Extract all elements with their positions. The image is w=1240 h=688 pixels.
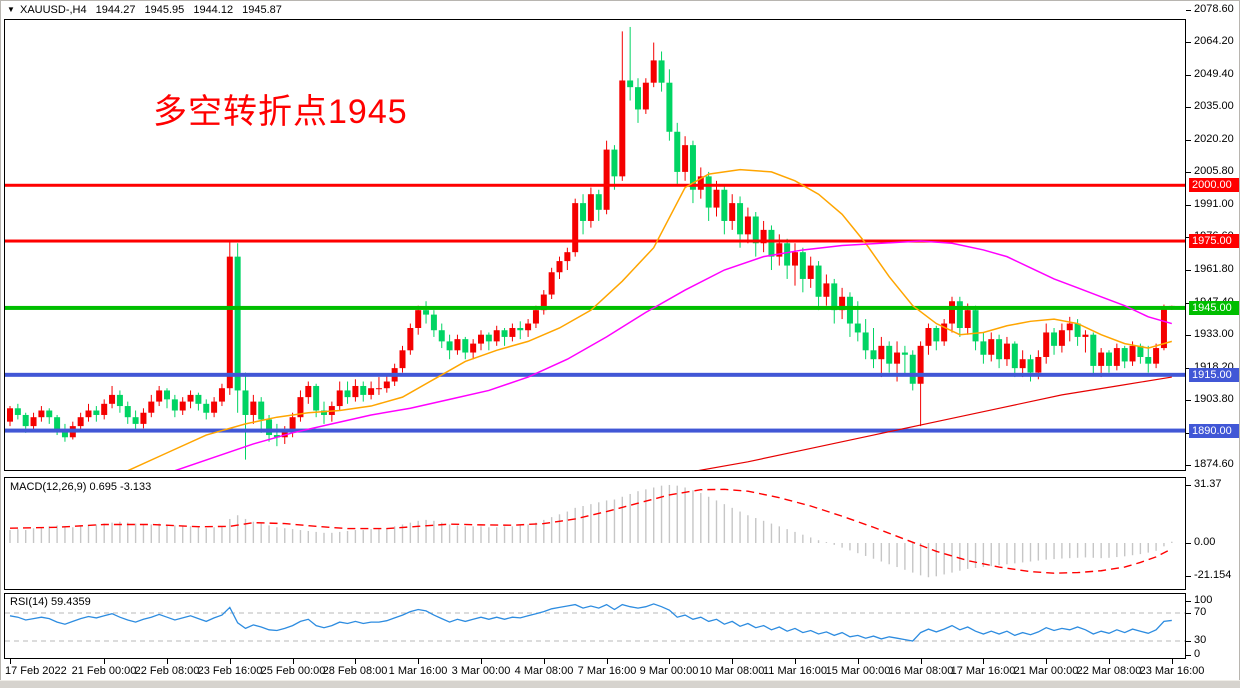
macd-axis-tick <box>1186 485 1191 486</box>
time-tick <box>418 659 419 664</box>
price-tick <box>1186 237 1191 238</box>
price-badge-1915.00: 1915.00 <box>1189 368 1239 382</box>
price-tick-label: 2020.20 <box>1194 133 1234 145</box>
price-tick <box>1186 10 1191 11</box>
time-label: 11 Mar 16:00 <box>762 665 827 677</box>
time-label: 28 Feb 08:00 <box>322 665 388 677</box>
price-tick <box>1186 42 1191 43</box>
rsi-axis-label: 0 <box>1194 648 1201 660</box>
quote-bar: ▼ XAUUSD-,H4 1944.27 1945.95 1944.12 194… <box>7 4 284 16</box>
time-tick <box>732 659 733 664</box>
price-tick-label: 2064.20 <box>1194 35 1234 47</box>
macd-axis-tick <box>1186 543 1191 544</box>
time-tick <box>795 659 796 664</box>
macd-axis-label: -21.154 <box>1194 569 1232 581</box>
time-tick <box>544 659 545 664</box>
time-label: 22 Mar 08:00 <box>1076 665 1142 677</box>
price-badge-1890.00: 1890.00 <box>1189 424 1239 438</box>
quote-close: 1945.87 <box>242 4 282 16</box>
price-tick-label: 2049.40 <box>1194 68 1234 80</box>
time-tick <box>230 659 231 664</box>
time-label: 4 Mar 08:00 <box>514 665 574 677</box>
time-label: 21 Feb 00:00 <box>71 665 137 677</box>
macd-axis-tick <box>1186 576 1191 577</box>
rsi-axis-tick <box>1186 641 1191 642</box>
price-badge-1945.00: 1945.00 <box>1189 301 1239 315</box>
quote-high: 1945.95 <box>144 4 185 16</box>
time-label: 10 Mar 08:00 <box>699 665 765 677</box>
time-label: 21 Mar 00:00 <box>1013 665 1079 677</box>
time-label: 22 Feb 08:00 <box>134 665 200 677</box>
rsi-axis-tick <box>1186 655 1191 656</box>
price-tick <box>1186 465 1191 466</box>
price-tick <box>1186 107 1191 108</box>
price-tick <box>1186 205 1191 206</box>
annotation-text[interactable]: 多空转折点1945 <box>153 93 408 131</box>
price-tick-label: 2078.60 <box>1194 3 1234 15</box>
time-tick <box>481 659 482 664</box>
macd-axis-label: 31.37 <box>1194 478 1222 490</box>
chevron-down-icon[interactable]: ▼ <box>7 5 15 14</box>
time-label: 17 Feb 2022 <box>5 665 67 677</box>
rsi-indicator-pane[interactable] <box>4 593 1186 659</box>
macd-axis-label: 0.00 <box>1194 536 1216 548</box>
time-tick <box>607 659 608 664</box>
time-label: 23 Feb 16:00 <box>197 665 263 677</box>
price-tick <box>1186 433 1191 434</box>
macd-label: MACD(12,26,9) 0.695 -3.133 <box>10 481 152 493</box>
price-tick <box>1186 270 1191 271</box>
rsi-axis-tick <box>1186 601 1191 602</box>
time-tick <box>669 659 670 664</box>
quote-low: 1944.12 <box>193 4 234 16</box>
price-axis: 2078.60 2064.20 2049.40 2035.00 2020.20 2005.… <box>1186 0 1240 680</box>
price-tick <box>1186 172 1191 173</box>
time-label: 9 Mar 00:00 <box>639 665 699 677</box>
price-tick <box>1186 140 1191 141</box>
time-tick <box>355 659 356 664</box>
rsi-axis-label: 30 <box>1194 634 1207 646</box>
time-label: 3 Mar 00:00 <box>451 665 511 677</box>
price-tick-label: 2035.00 <box>1194 100 1234 112</box>
price-tick-label: 1961.80 <box>1194 263 1234 275</box>
time-tick <box>1109 659 1110 664</box>
time-tick <box>921 659 922 664</box>
rsi-axis-label: 100 <box>1194 594 1213 606</box>
time-tick <box>1172 659 1173 664</box>
time-label: 7 Mar 16:00 <box>577 665 637 677</box>
price-tick <box>1186 368 1191 369</box>
price-tick-label: 1903.80 <box>1194 393 1234 405</box>
time-label: 1 Mar 16:00 <box>388 665 448 677</box>
time-tick <box>167 659 168 664</box>
price-tick <box>1186 400 1191 401</box>
price-tick <box>1186 75 1191 76</box>
price-badge-1975.00: 1975.00 <box>1189 234 1239 248</box>
time-label: 23 Mar 16:00 <box>1139 665 1205 677</box>
rsi-axis-tick <box>1186 613 1191 614</box>
price-tick-label: 1874.60 <box>1194 458 1234 470</box>
price-tick <box>1186 303 1191 304</box>
window-bottom-strip <box>0 680 1240 688</box>
price-badge-2000.00: 2000.00 <box>1189 178 1239 192</box>
time-tick <box>293 659 294 664</box>
time-tick <box>1046 659 1047 664</box>
price-tick-label: 1933.00 <box>1194 328 1234 340</box>
rsi-axis-label: 70 <box>1194 606 1207 618</box>
quote-open: 1944.27 <box>95 4 136 16</box>
time-label: 25 Feb 00:00 <box>260 665 326 677</box>
time-tick <box>983 659 984 664</box>
time-label: 16 Mar 08:00 <box>888 665 954 677</box>
time-label: 17 Mar 16:00 <box>950 665 1016 677</box>
rsi-label: RSI(14) 59.4359 <box>10 596 91 608</box>
time-tick <box>10 659 11 664</box>
time-tick <box>104 659 105 664</box>
price-tick-label: 1991.00 <box>1194 198 1234 210</box>
macd-indicator-pane[interactable] <box>4 477 1186 590</box>
symbol-timeframe-label: XAUUSD-,H4 <box>19 4 87 16</box>
price-tick-label: 2005.80 <box>1194 165 1234 177</box>
time-axis: 17 Feb 2022 21 Feb 00:00 22 Feb 08:00 23 Fe… <box>0 659 1240 680</box>
price-tick <box>1186 335 1191 336</box>
time-label: 15 Mar 00:00 <box>825 665 891 677</box>
time-tick <box>858 659 859 664</box>
